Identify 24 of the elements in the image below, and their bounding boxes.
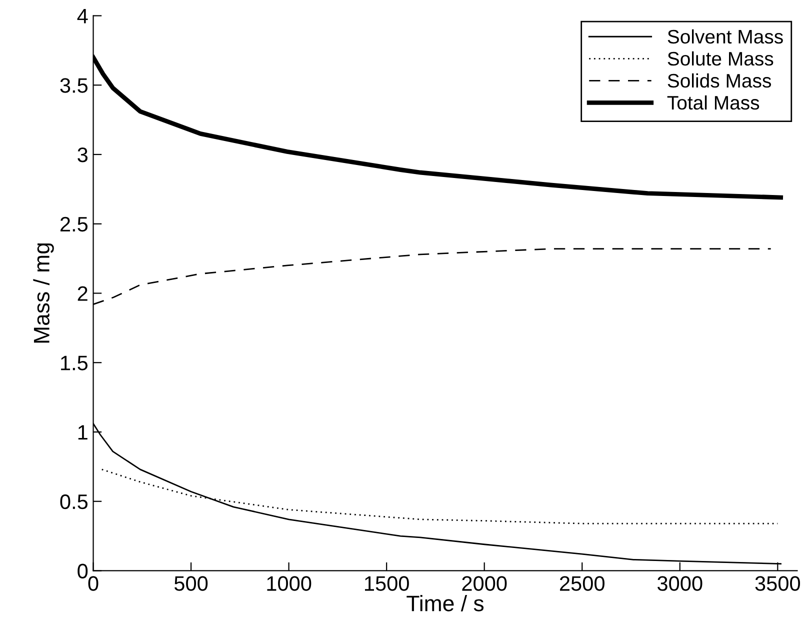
x-tick-label: 3000 — [658, 576, 702, 591]
x-tick-label: 3500 — [755, 576, 800, 591]
y-tick-label: 4 — [77, 8, 88, 24]
legend-label: Solids Mass — [668, 73, 772, 88]
x-tick-label: 2000 — [462, 576, 507, 591]
y-tick-label: 0.5 — [60, 494, 88, 510]
legend-label: Total Mass — [667, 95, 760, 110]
y-tick-label: 2 — [78, 286, 88, 301]
legend-label: Solvent Mass — [668, 29, 783, 44]
y-tick-label: 1.5 — [61, 356, 88, 370]
x-tick-label: 0 — [88, 576, 98, 591]
x-tick-label: 500 — [174, 576, 208, 591]
x-axis-title: Time / s — [406, 595, 484, 612]
y-tick-label: 3.5 — [60, 78, 88, 93]
line-series — [101, 468, 778, 524]
y-axis-title: Mass / mg — [33, 243, 54, 343]
y-tick-label: 1 — [78, 425, 88, 440]
y-tick-label: 3 — [78, 147, 88, 162]
y-tick-label: 0 — [78, 564, 88, 578]
y-tick-label: 2.5 — [60, 216, 88, 232]
x-tick-label: 2500 — [560, 576, 604, 591]
x-tick-label: 1500 — [364, 576, 409, 591]
legend-label: Solute Mass — [668, 51, 774, 66]
x-tick-label: 1000 — [267, 576, 312, 591]
